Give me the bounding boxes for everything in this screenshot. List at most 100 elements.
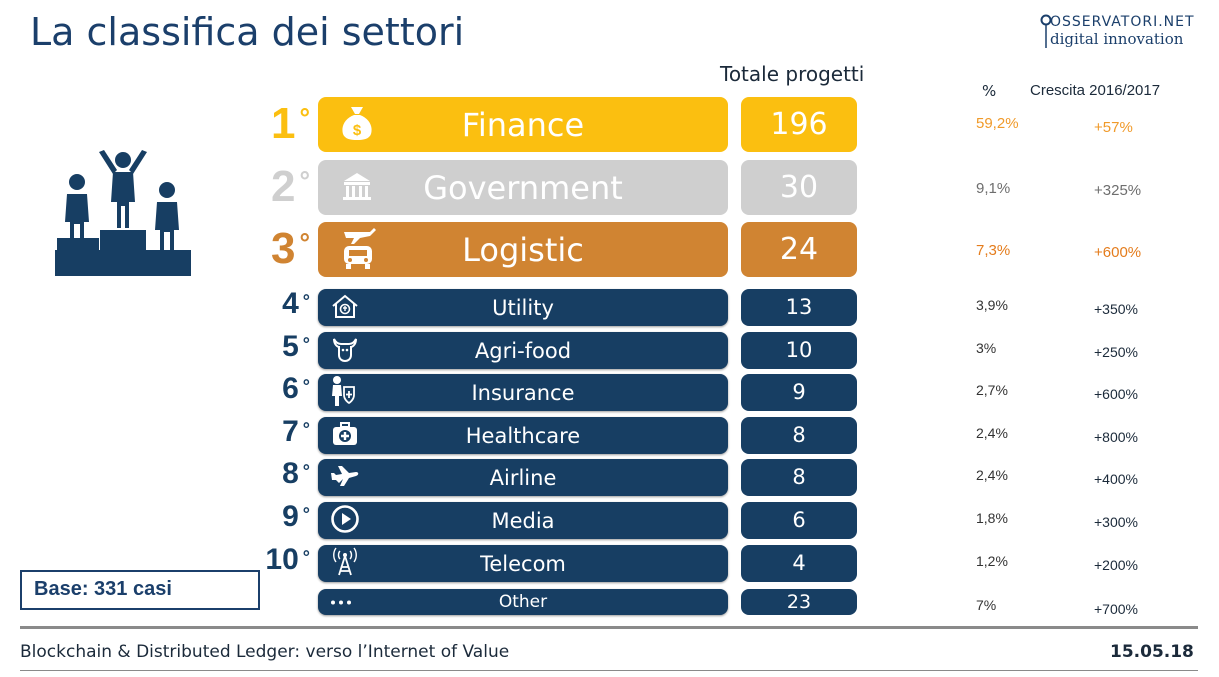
growth-value: +700%	[1094, 601, 1138, 617]
rank-label: 4 °	[250, 287, 310, 321]
sector-label: Utility	[492, 295, 554, 320]
growth-value: +300%	[1094, 514, 1138, 530]
rank-number: 3	[270, 224, 296, 273]
footer-date: 15.05.18	[1110, 642, 1194, 662]
sector-label: Insurance	[471, 380, 575, 405]
base-note: Base: 331 casi	[20, 570, 260, 610]
svg-text:$: $	[353, 122, 362, 139]
sector-bar: Logistic	[318, 222, 728, 277]
rank-number: 2	[270, 162, 296, 211]
sector-label: Telecom	[480, 551, 566, 576]
airplane-icon	[330, 464, 360, 492]
antenna-icon	[330, 547, 360, 581]
rank-degree: °	[299, 166, 310, 196]
medical-kit-icon	[330, 420, 360, 452]
growth-value: +800%	[1094, 429, 1138, 445]
house-plug-icon	[330, 293, 360, 323]
total-value: 10	[741, 332, 857, 369]
sector-bar: Insurance	[318, 374, 728, 411]
rank-label: 8 °	[250, 457, 310, 491]
sector-label: Airline	[489, 465, 557, 490]
total-value: 6	[741, 502, 857, 539]
rank-number: 5	[282, 330, 299, 363]
government-building-icon	[340, 169, 374, 207]
cow-icon	[330, 335, 360, 367]
rank-degree: °	[302, 547, 310, 567]
pct-value: 1,8%	[976, 510, 1008, 526]
rank-degree: °	[299, 228, 310, 258]
rank-label: 3 °	[250, 224, 310, 274]
pct-value: 7,3%	[976, 242, 1011, 259]
sector-bar: Utility	[318, 289, 728, 326]
total-value: 8	[741, 417, 857, 454]
pct-value: 9,1%	[976, 180, 1011, 197]
rank-number: 6	[282, 372, 299, 405]
rank-label: 2 °	[250, 162, 310, 212]
footer-divider	[20, 626, 1198, 629]
sector-bar: Agri-food	[318, 332, 728, 369]
rank-number: 9	[282, 500, 299, 533]
sector-bar: Telecom	[318, 545, 728, 582]
pct-value: 7%	[976, 597, 997, 613]
pct-value: 2,4%	[976, 467, 1008, 483]
sector-bar: $ Finance	[318, 97, 728, 152]
logo-line1: OSSERVATORI.NET	[1050, 14, 1195, 30]
rank-label: 9 °	[250, 500, 310, 534]
sector-label: Healthcare	[465, 423, 581, 448]
footer-text: Blockchain & Distributed Ledger: verso l…	[20, 642, 510, 662]
growth-value: +200%	[1094, 557, 1138, 573]
sector-label: Logistic	[462, 230, 584, 269]
play-icon	[330, 504, 360, 538]
rank-degree: °	[299, 103, 310, 133]
footer-bottom-line	[20, 670, 1198, 671]
growth-value: +250%	[1094, 344, 1138, 360]
rank-degree: °	[302, 291, 310, 311]
sector-bar: Healthcare	[318, 417, 728, 454]
total-value: 30	[741, 160, 857, 215]
logo-line2: digital innovation	[1050, 30, 1184, 48]
total-value: 196	[741, 97, 857, 152]
growth-value: +350%	[1094, 301, 1138, 317]
pct-value: 3%	[976, 340, 997, 356]
growth-value: +325%	[1094, 182, 1142, 199]
rank-number: 10	[265, 543, 299, 576]
money-bag-icon: $	[340, 105, 374, 145]
pct-value: 2,7%	[976, 382, 1008, 398]
header-pct: %	[982, 82, 997, 100]
person-shield-icon	[330, 375, 356, 411]
total-value: 23	[741, 589, 857, 615]
rank-degree: °	[302, 334, 310, 354]
podium-icon	[55, 150, 191, 276]
total-value: 13	[741, 289, 857, 326]
logo-pin-icon	[1040, 14, 1052, 48]
sector-label: Government	[423, 168, 623, 207]
header-total: Totale progetti	[720, 62, 865, 86]
rank-label: 1 °	[250, 99, 310, 149]
truck-plane-icon	[340, 226, 376, 274]
rank-label: 7 °	[250, 415, 310, 449]
pct-value: 59,2%	[976, 115, 1019, 132]
rank-label: 10 °	[250, 543, 310, 577]
rank-number: 7	[282, 415, 299, 448]
rank-number: 8	[282, 457, 299, 490]
total-value: 8	[741, 459, 857, 496]
osservatori-logo: OSSERVATORI.NET digital innovation	[1040, 14, 1210, 54]
growth-value: +57%	[1094, 119, 1133, 136]
sector-bar: Other	[318, 589, 728, 615]
sector-label: Agri-food	[474, 338, 572, 363]
sector-bar: Airline	[318, 459, 728, 496]
sector-label: Media	[491, 508, 555, 533]
sector-bar: Media	[318, 502, 728, 539]
rank-number: 1	[270, 99, 296, 148]
total-value: 9	[741, 374, 857, 411]
total-value: 24	[741, 222, 857, 277]
page-title: La classifica dei settori	[30, 10, 465, 54]
rank-label: 5 °	[250, 330, 310, 364]
ellipsis-icon	[330, 593, 352, 612]
growth-value: +600%	[1094, 244, 1142, 261]
sector-bar: Government	[318, 160, 728, 215]
sector-label: Other	[498, 592, 548, 612]
header-growth: Crescita 2016/2017	[1030, 82, 1161, 99]
rank-degree: °	[302, 419, 310, 439]
growth-value: +400%	[1094, 471, 1138, 487]
